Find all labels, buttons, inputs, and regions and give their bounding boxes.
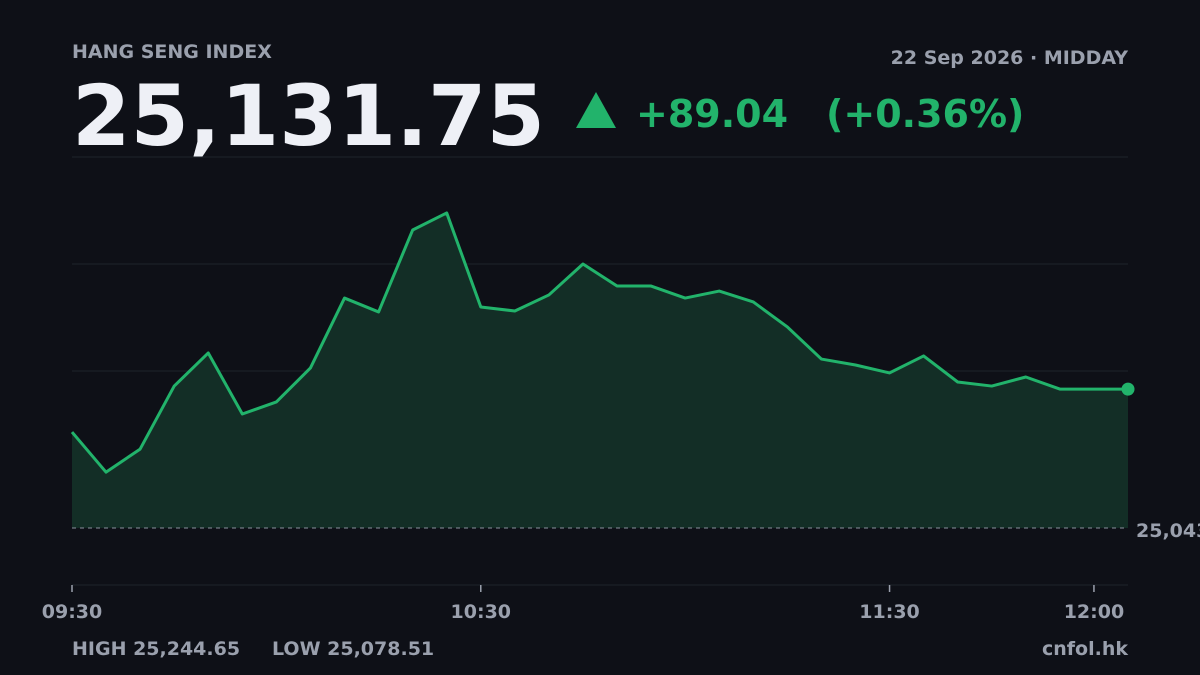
x-tick-label: 11:30 [859,601,919,623]
baseline-label: 25,043 [1136,520,1200,542]
low: LOW 25,078.51 [272,638,434,660]
x-tick-label: 10:30 [451,601,511,623]
high: HIGH 25,244.65 [72,638,240,660]
change: +89.04 [636,92,788,136]
up-arrow [576,92,616,128]
x-tick-label: 09:30 [42,601,102,623]
change-percent: (+0.36%) [826,92,1024,136]
last-point [1121,382,1135,396]
index-name: HANG SENG INDEX [72,41,272,63]
area-fill [72,212,1128,529]
x-tick-label: 12:00 [1064,601,1124,623]
price: 25,131.75 [72,67,545,165]
source: cnfol.hk [1042,638,1128,660]
price-line [70,211,1128,474]
date-session: 22 Sep 2026 · MIDDAY [891,47,1129,69]
